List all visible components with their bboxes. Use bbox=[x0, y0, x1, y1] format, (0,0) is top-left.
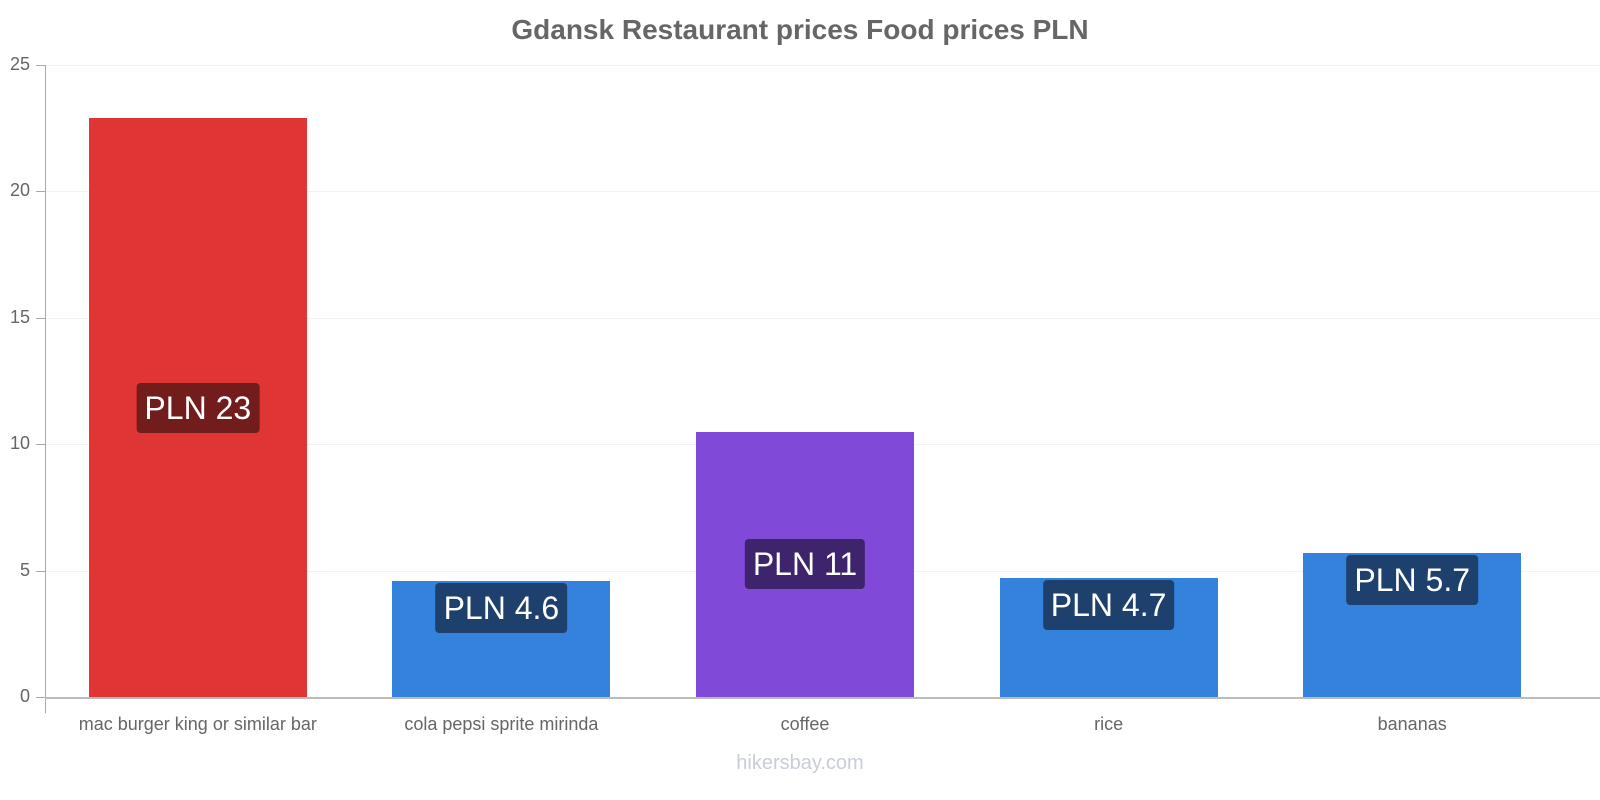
y-tick-mark bbox=[36, 444, 45, 446]
x-category-label: rice bbox=[1094, 714, 1124, 734]
bar-value-label: PLN 23 bbox=[136, 382, 260, 433]
chart-title: Gdansk Restaurant prices Food prices PLN bbox=[511, 14, 1089, 45]
y-tick-label: 10 bbox=[9, 433, 30, 454]
y-tick-label: 5 bbox=[19, 559, 30, 580]
y-tick-mark bbox=[36, 697, 45, 698]
x-category-label: cola pepsi sprite mirinda bbox=[404, 714, 599, 734]
gridline bbox=[46, 65, 1600, 66]
x-category-label: bananas bbox=[1377, 714, 1447, 734]
gridline bbox=[46, 191, 1600, 193]
y-axis bbox=[45, 65, 46, 713]
y-tick-label: 20 bbox=[9, 180, 30, 201]
y-tick-mark bbox=[36, 191, 45, 193]
source-watermark: hikersbay.com bbox=[736, 752, 864, 774]
y-tick-label: 15 bbox=[9, 306, 30, 327]
y-tick-mark bbox=[36, 317, 45, 319]
y-tick-label: 0 bbox=[19, 686, 30, 706]
bar-value-label: PLN 11 bbox=[744, 539, 866, 590]
bar-value-label: PLN 4.6 bbox=[435, 582, 568, 633]
x-axis bbox=[45, 697, 1600, 699]
bar-value-label: PLN 5.7 bbox=[1346, 554, 1478, 605]
x-category-label: coffee bbox=[780, 714, 830, 734]
y-tick-mark bbox=[36, 570, 45, 572]
x-category-label: mac burger king or similar bar bbox=[78, 714, 317, 734]
y-tick-label: 25 bbox=[9, 54, 30, 74]
bar-value-label: PLN 4.7 bbox=[1042, 580, 1175, 631]
y-tick-mark bbox=[36, 65, 45, 66]
gridline bbox=[46, 317, 1600, 319]
